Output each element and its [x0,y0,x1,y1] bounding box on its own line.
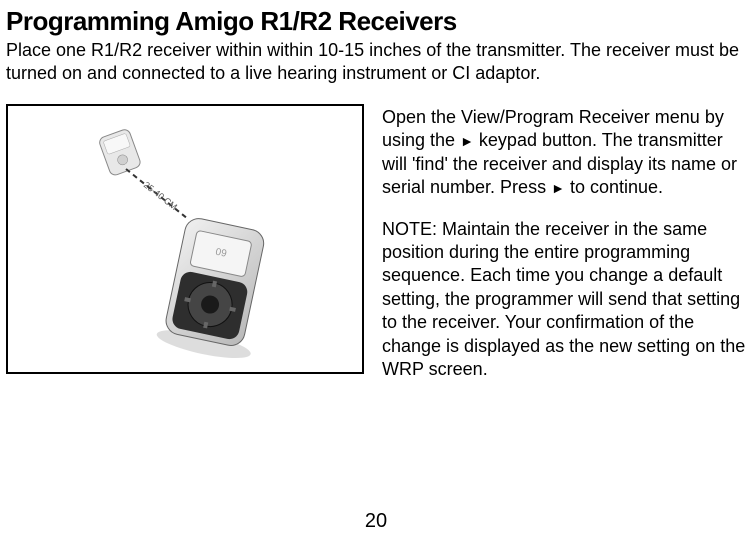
distance-label: 25-40 CM [142,180,179,212]
device-illustration: 25-40 CM 09 [38,121,338,361]
para1-post: to continue. [565,177,663,197]
body-text-column: Open the View/Program Receiver menu by u… [382,104,746,381]
device-image-frame: 25-40 CM 09 [6,104,364,374]
page-title: Programming Amigo R1/R2 Receivers [0,0,752,37]
paragraph-2-note: NOTE: Maintain the receiver in the same … [382,218,746,382]
page-number: 20 [365,510,387,533]
intro-paragraph: Place one R1/R2 receiver within within 1… [0,37,752,84]
content-row: 25-40 CM 09 [0,104,752,381]
right-arrow-icon: ► [551,180,565,196]
paragraph-1: Open the View/Program Receiver menu by u… [382,106,746,200]
right-arrow-icon: ► [460,134,474,150]
